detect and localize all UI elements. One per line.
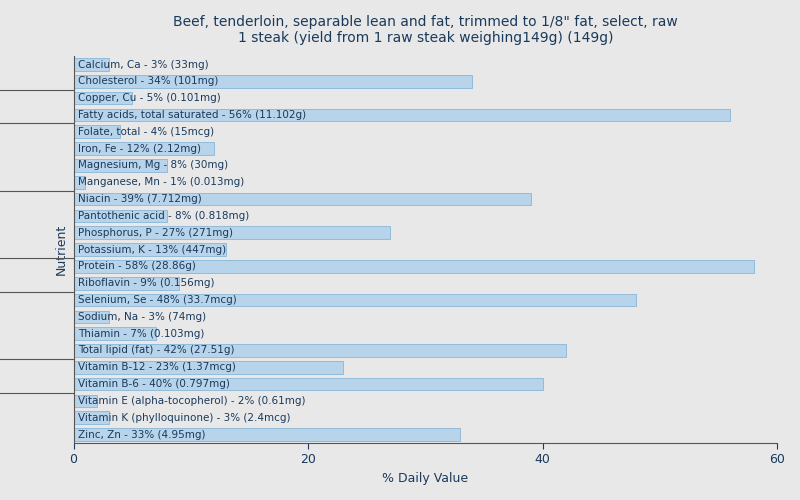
Bar [74,243,226,256]
Text: Magnesium, Mg - 8% (30mg): Magnesium, Mg - 8% (30mg) [78,160,228,170]
Text: Vitamin B-12 - 23% (1.37mcg): Vitamin B-12 - 23% (1.37mcg) [78,362,236,372]
Y-axis label: Nutrient: Nutrient [55,224,68,275]
Text: Selenium, Se - 48% (33.7mcg): Selenium, Se - 48% (33.7mcg) [78,295,237,305]
Title: Beef, tenderloin, separable lean and fat, trimmed to 1/8" fat, select, raw
1 ste: Beef, tenderloin, separable lean and fat… [173,15,678,45]
Bar [74,412,109,424]
Text: Vitamin B-6 - 40% (0.797mg): Vitamin B-6 - 40% (0.797mg) [78,379,230,389]
Text: Potassium, K - 13% (447mg): Potassium, K - 13% (447mg) [78,244,226,254]
Bar [74,58,109,71]
Bar [74,428,461,441]
Text: Thiamin - 7% (0.103mg): Thiamin - 7% (0.103mg) [78,328,205,338]
Text: Niacin - 39% (7.712mg): Niacin - 39% (7.712mg) [78,194,202,204]
Text: Zinc, Zn - 33% (4.95mg): Zinc, Zn - 33% (4.95mg) [78,430,206,440]
Text: Sodium, Na - 3% (74mg): Sodium, Na - 3% (74mg) [78,312,206,322]
Text: Pantothenic acid - 8% (0.818mg): Pantothenic acid - 8% (0.818mg) [78,211,250,221]
Text: Fatty acids, total saturated - 56% (11.102g): Fatty acids, total saturated - 56% (11.1… [78,110,306,120]
Bar [74,176,86,188]
Bar [74,75,472,88]
Text: Iron, Fe - 12% (2.12mg): Iron, Fe - 12% (2.12mg) [78,144,202,154]
Bar [74,361,343,374]
Bar [74,108,730,122]
Text: Phosphorus, P - 27% (271mg): Phosphorus, P - 27% (271mg) [78,228,234,237]
Text: Vitamin E (alpha-tocopherol) - 2% (0.61mg): Vitamin E (alpha-tocopherol) - 2% (0.61m… [78,396,306,406]
Bar [74,226,390,239]
Text: Copper, Cu - 5% (0.101mg): Copper, Cu - 5% (0.101mg) [78,93,221,103]
Text: Folate, total - 4% (15mcg): Folate, total - 4% (15mcg) [78,127,214,137]
Text: Manganese, Mn - 1% (0.013mg): Manganese, Mn - 1% (0.013mg) [78,178,245,188]
Bar [74,210,167,222]
Bar [74,159,167,172]
Bar [74,394,97,407]
Text: Vitamin K (phylloquinone) - 3% (2.4mcg): Vitamin K (phylloquinone) - 3% (2.4mcg) [78,413,290,423]
Text: Riboflavin - 9% (0.156mg): Riboflavin - 9% (0.156mg) [78,278,214,288]
Text: Cholesterol - 34% (101mg): Cholesterol - 34% (101mg) [78,76,218,86]
Bar [74,328,156,340]
Bar [74,142,214,155]
X-axis label: % Daily Value: % Daily Value [382,472,468,485]
Bar [74,92,132,104]
Text: Calcium, Ca - 3% (33mg): Calcium, Ca - 3% (33mg) [78,60,209,70]
Bar [74,260,754,272]
Bar [74,294,636,306]
Bar [74,277,179,289]
Bar [74,378,542,390]
Bar [74,310,109,323]
Bar [74,193,531,205]
Text: Protein - 58% (28.86g): Protein - 58% (28.86g) [78,262,196,272]
Bar [74,126,121,138]
Bar [74,344,566,357]
Text: Total lipid (fat) - 42% (27.51g): Total lipid (fat) - 42% (27.51g) [78,346,234,356]
